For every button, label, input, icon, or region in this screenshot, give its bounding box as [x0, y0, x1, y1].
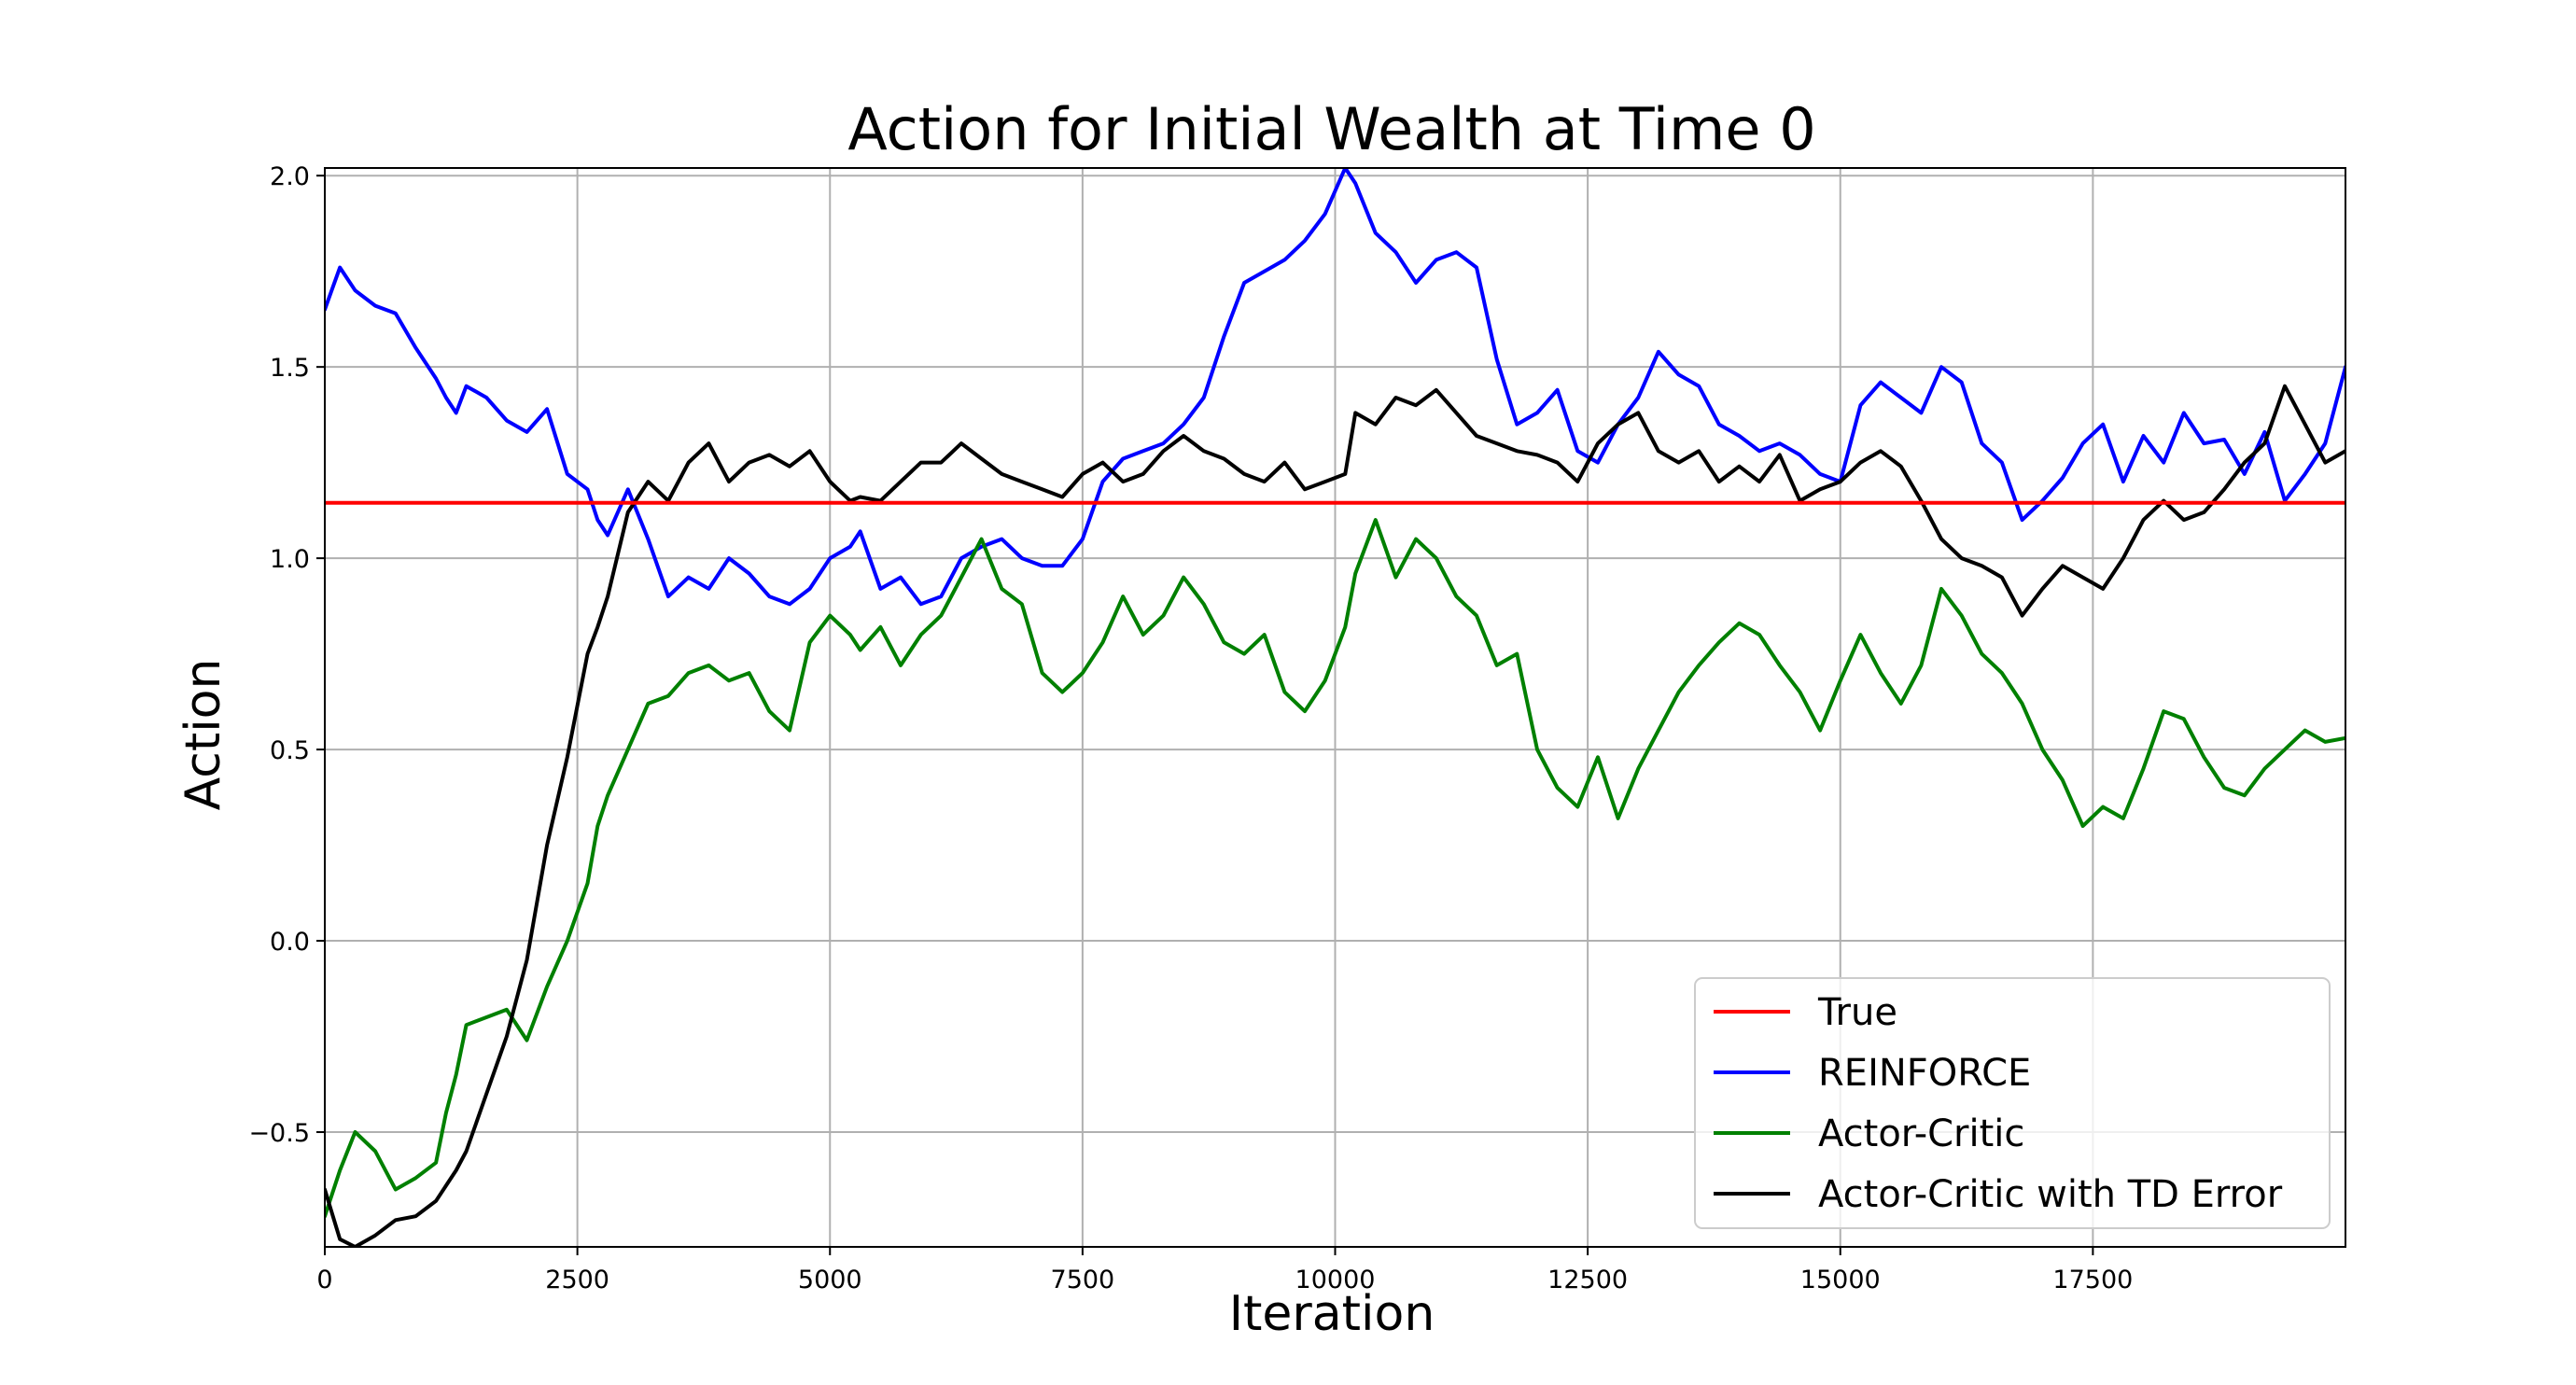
x-tick-label: 7500: [1051, 1266, 1115, 1294]
legend-label: REINFORCE: [1818, 1052, 2031, 1095]
y-tick-label: −0.5: [248, 1119, 310, 1148]
x-tick-label: 5000: [798, 1266, 862, 1294]
y-axis-label: Action: [175, 659, 231, 811]
series-line-actor-critic: [325, 518, 2345, 1219]
legend-box: [1694, 977, 2331, 1229]
x-tick-label: 0: [316, 1266, 332, 1294]
x-tick-label: 10000: [1295, 1266, 1376, 1294]
legend-label: Actor-Critic: [1818, 1112, 2024, 1155]
y-tick-label: 0.5: [270, 736, 310, 765]
chart-title: Action for Initial Wealth at Time 0: [847, 95, 1815, 163]
series-line-reinforce: [325, 168, 2345, 607]
x-tick-label: 2500: [545, 1266, 609, 1294]
legend-label: True: [1817, 991, 1897, 1034]
grid-layer: [324, 168, 2345, 1247]
x-tick-label: 17500: [2052, 1266, 2133, 1294]
x-tick-label: 15000: [1800, 1266, 1881, 1294]
legend: True REINFORCE Actor-Critic Actor-Critic wi…: [1694, 977, 2331, 1229]
legend-label: Actor-Critic with TD Error: [1818, 1173, 2283, 1216]
x-axis-label: Iteration: [1229, 1286, 1435, 1342]
ticks-layer: 0 2500 5000 7500 10000 12500 15000 17500 −0.5 0.0…: [248, 162, 2133, 1294]
y-tick-label: 1.0: [270, 545, 310, 574]
series-line-actor-critic-with-td-error: [325, 384, 2345, 1247]
series-layer: [325, 168, 2345, 1247]
y-tick-label: 1.5: [270, 354, 310, 383]
y-tick-label: 0.0: [270, 928, 310, 957]
y-tick-label: 2.0: [270, 162, 310, 191]
x-tick-label: 12500: [1547, 1266, 1628, 1294]
